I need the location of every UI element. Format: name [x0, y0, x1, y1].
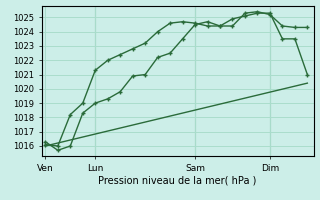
- X-axis label: Pression niveau de la mer( hPa ): Pression niveau de la mer( hPa ): [99, 175, 257, 185]
